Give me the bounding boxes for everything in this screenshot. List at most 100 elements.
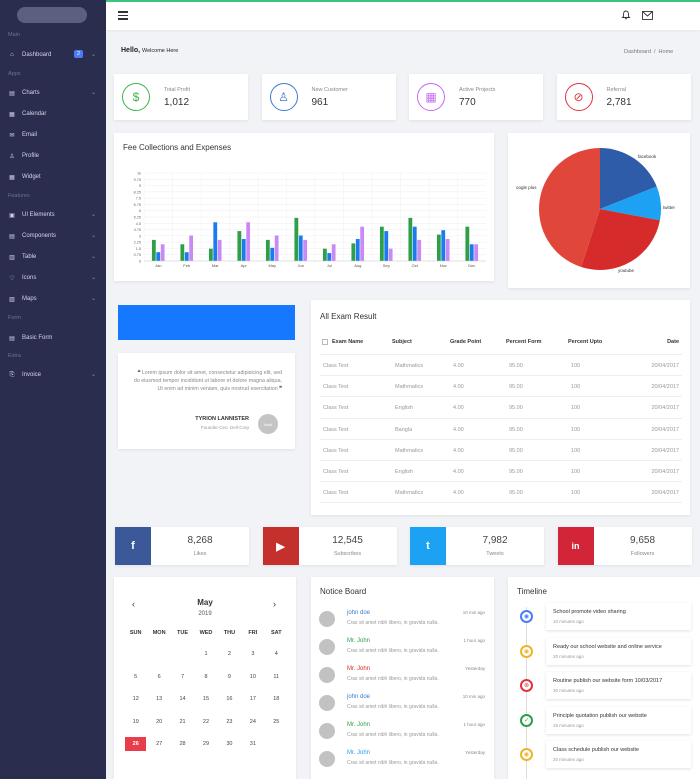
timeline-item-title: School promote video sharing — [553, 609, 626, 615]
bell-icon[interactable] — [621, 10, 631, 20]
sidebar-section-extra: Extra — [8, 353, 21, 359]
calendar-day[interactable]: 1 — [204, 651, 208, 657]
table-row[interactable]: Class Test English 4.00 95.00 100 20/04/2017 — [320, 397, 682, 419]
timeline-glyph: ◉ — [523, 752, 530, 758]
sidebar-item-basic-form[interactable]: ▤ Basic Form — [0, 331, 106, 345]
calendar-day[interactable]: 9 — [227, 673, 231, 680]
mail-icon[interactable] — [642, 11, 653, 20]
calendar-day[interactable]: 25 — [273, 718, 280, 725]
social-card[interactable]: in 9,658 Followers — [557, 527, 692, 565]
menu-icon[interactable] — [118, 11, 128, 20]
exam-title: All Exam Result — [320, 312, 377, 321]
calendar-day[interactable]: 12 — [132, 696, 139, 702]
sidebar-item-calendar[interactable]: ▦ Calendar — [0, 107, 106, 121]
chevron-down-icon[interactable]: ⌄ — [90, 296, 96, 302]
timeline-item[interactable]: Class schedule publish our website 20 min… — [546, 741, 691, 768]
sidebar-item-maps[interactable]: ▧ Maps ⌄ — [0, 292, 106, 306]
social-card[interactable]: f 8,268 Likes — [115, 527, 249, 565]
calendar-day-today[interactable]: 26 — [125, 737, 147, 751]
timeline-item[interactable]: Ready our school website and online serv… — [546, 637, 691, 665]
list-item[interactable]: john doe 10 min ago Cras sit amet nibh lib… — [311, 691, 494, 719]
list-item[interactable]: Mr. John 1 hour ago Cras sit amet nibh lib… — [311, 719, 494, 747]
timeline-item[interactable]: School promote video sharing 10 minutes a… — [546, 603, 691, 630]
chevron-down-icon[interactable]: ⌄ — [90, 254, 96, 260]
bar — [303, 239, 308, 261]
calendar-day[interactable]: 6 — [157, 673, 161, 680]
calendar-day[interactable]: 30 — [226, 741, 233, 747]
notice-time: Yesterday — [465, 666, 485, 671]
sidebar-item-profile[interactable]: ♙ Profile — [0, 149, 106, 163]
chevron-down-icon[interactable]: ⌄ — [90, 233, 96, 239]
table-row[interactable]: Class Test Mathmatics 4.00 95.00 100 20/04/20… — [320, 355, 682, 377]
calendar-prev-icon[interactable]: ‹ — [132, 599, 135, 609]
calendar-day[interactable]: 4 — [274, 651, 278, 657]
list-item[interactable]: Mr. John 1 hour ago Cras sit amet nibh lib… — [311, 635, 494, 663]
chevron-down-icon[interactable]: ⌄ — [90, 212, 96, 218]
table-cell: 4.00 — [453, 384, 464, 391]
notice-time: 1 hour ago — [463, 722, 485, 727]
calendar-day[interactable]: 27 — [156, 741, 163, 747]
sidebar-item-label: UI Elements — [22, 212, 55, 218]
calendar-day[interactable]: 10 — [249, 673, 256, 680]
sidebar-section-form: Form — [8, 315, 21, 321]
list-item[interactable]: Mr. John Yesterday Cras sit amet nibh libe… — [311, 663, 494, 691]
calendar-day[interactable]: 24 — [249, 718, 256, 725]
y-tick-label: 4.5 — [136, 222, 141, 226]
table-row[interactable]: Class Test Mathmatics 4.00 95.00 100 20/04/20… — [320, 376, 682, 398]
timeline-item[interactable]: Routine publish our website form 10/03/2… — [546, 672, 691, 699]
sidebar-item-ui-elements[interactable]: ▣ UI Elements ⌄ — [0, 208, 106, 222]
timeline-item[interactable]: Principle quotation publish our website 1… — [546, 706, 691, 734]
list-item[interactable]: john doe 10 min ago Cras sit amet nibh lib… — [311, 607, 494, 635]
calendar-day[interactable]: 15 — [202, 696, 210, 702]
sidebar-item-components[interactable]: ▤ Components ⌄ — [0, 229, 106, 243]
calendar-day[interactable]: 3 — [251, 651, 255, 657]
table-row[interactable]: Class Test Mathmatics 4.00 95.00 100 20/04/20… — [320, 482, 682, 504]
social-card[interactable]: ▶ 12,545 Subscribes — [262, 527, 397, 565]
y-tick-label: 1k — [137, 172, 141, 176]
calendar-day[interactable]: 20 — [156, 718, 163, 725]
calendar-day[interactable]: 21 — [179, 718, 186, 725]
calendar-day[interactable]: 31 — [249, 741, 256, 747]
bar — [465, 226, 470, 261]
calendar-day[interactable]: 8 — [204, 673, 208, 680]
sidebar-item-label: Dashboard — [22, 52, 52, 58]
table-row[interactable]: Class Test English 4.00 95.00 100 20/04/2017 — [320, 461, 682, 483]
calendar-day[interactable]: 28 — [179, 741, 186, 747]
sidebar-item-widget[interactable]: ▦ Widget — [0, 170, 106, 184]
calendar-day[interactable]: 16 — [226, 696, 233, 702]
sidebar-item-table[interactable]: ▥ Table ⌄ — [0, 250, 106, 264]
calendar-day[interactable]: 11 — [273, 673, 280, 680]
bar — [298, 235, 303, 261]
avatar — [319, 667, 335, 683]
calendar-day[interactable]: 22 — [202, 718, 210, 725]
logo[interactable] — [17, 7, 87, 23]
calendar-day[interactable]: 13 — [156, 696, 163, 702]
calendar-day[interactable]: 17 — [249, 696, 256, 702]
calendar-day[interactable]: 23 — [226, 718, 233, 725]
calendar-day[interactable]: 19 — [132, 718, 139, 725]
calendar-day[interactable]: 14 — [179, 696, 186, 702]
chevron-down-icon[interactable]: ⌄ — [90, 372, 96, 378]
chevron-down-icon[interactable]: ⌄ — [90, 90, 96, 96]
list-item[interactable]: Mr. John Yesterday Cras sit amet nibh libe… — [311, 747, 494, 775]
select-all-checkbox[interactable] — [322, 339, 328, 345]
table-row[interactable]: Class Test Mathmatics 4.00 95.00 100 20/04/20… — [320, 440, 682, 461]
calendar-next-icon[interactable]: › — [273, 599, 276, 609]
sidebar-item-dashboard[interactable]: ⌂ Dashboard 2 ⌄ — [0, 48, 106, 62]
sidebar-item-invoice[interactable]: ⎘ Invoice ⌄ — [0, 368, 106, 382]
chevron-down-icon[interactable]: ⌄ — [90, 52, 96, 58]
calendar-day[interactable]: 5 — [134, 673, 138, 680]
social-card[interactable]: t 7,982 Tweets — [410, 527, 544, 565]
sidebar-item-email[interactable]: ✉ Email — [0, 128, 106, 142]
chevron-down-icon[interactable]: ⌄ — [90, 275, 96, 281]
notice-time: 10 min ago — [462, 610, 485, 615]
sidebar-item-icons[interactable]: ♡ Icons ⌄ — [0, 271, 106, 285]
table-cell: 20/04/2017 — [651, 468, 679, 475]
sidebar-item-charts[interactable]: ▤ Charts ⌄ — [0, 86, 106, 100]
calendar-day[interactable]: 18 — [273, 696, 280, 702]
table-row[interactable]: Class Test Bangla 4.00 95.00 100 20/04/2017 — [320, 419, 682, 440]
breadcrumb[interactable]: Dashboard / Home — [624, 49, 674, 55]
calendar-day[interactable]: 29 — [202, 741, 210, 747]
calendar-day[interactable]: 2 — [227, 651, 231, 657]
calendar-day[interactable]: 7 — [181, 673, 185, 680]
